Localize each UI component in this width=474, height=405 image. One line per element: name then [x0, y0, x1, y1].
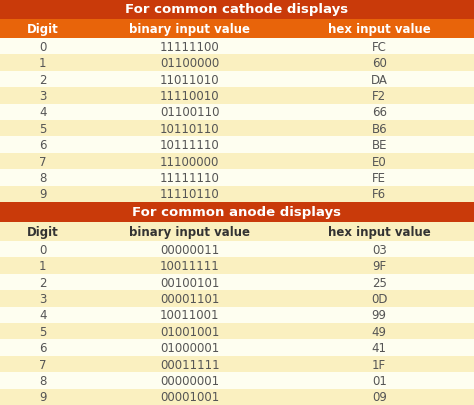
Text: 25: 25 — [372, 276, 387, 289]
Text: 01001001: 01001001 — [160, 325, 219, 338]
Text: 0D: 0D — [371, 292, 387, 305]
Bar — [0, 121, 474, 137]
Text: B6: B6 — [372, 122, 387, 135]
Bar — [0, 323, 474, 339]
Text: 49: 49 — [372, 325, 387, 338]
Text: F2: F2 — [372, 90, 386, 102]
Bar — [0, 88, 474, 104]
Text: 11100000: 11100000 — [160, 155, 219, 168]
Text: 10011001: 10011001 — [160, 309, 219, 322]
Text: 41: 41 — [372, 341, 387, 354]
Text: 00001001: 00001001 — [160, 390, 219, 403]
Bar — [0, 389, 474, 405]
Text: 66: 66 — [372, 106, 387, 119]
Text: 9: 9 — [39, 188, 46, 201]
Text: 6: 6 — [39, 341, 46, 354]
Bar — [0, 170, 474, 186]
Text: For common anode displays: For common anode displays — [133, 206, 341, 219]
Text: 5: 5 — [39, 122, 46, 135]
Text: 10110110: 10110110 — [160, 122, 219, 135]
Text: hex input value: hex input value — [328, 23, 430, 36]
Text: FC: FC — [372, 40, 387, 53]
Bar — [0, 55, 474, 72]
Text: 01000001: 01000001 — [160, 341, 219, 354]
Text: 3: 3 — [39, 292, 46, 305]
Text: For common cathode displays: For common cathode displays — [126, 3, 348, 16]
Bar — [0, 0, 474, 19]
Bar — [0, 372, 474, 389]
Text: 10111110: 10111110 — [160, 139, 219, 152]
Text: 1: 1 — [39, 57, 46, 70]
Text: 01: 01 — [372, 374, 387, 387]
Text: 99: 99 — [372, 309, 387, 322]
Text: hex input value: hex input value — [328, 225, 430, 238]
Bar — [0, 137, 474, 153]
Bar — [0, 339, 474, 356]
Text: F6: F6 — [372, 188, 386, 201]
Text: 10011111: 10011111 — [160, 260, 219, 273]
Bar — [0, 222, 474, 241]
Text: 00100101: 00100101 — [160, 276, 219, 289]
Text: 00001101: 00001101 — [160, 292, 219, 305]
Text: 11110010: 11110010 — [160, 90, 219, 102]
Bar — [0, 39, 474, 55]
Text: 60: 60 — [372, 57, 387, 70]
Text: 11110110: 11110110 — [160, 188, 219, 201]
Text: 6: 6 — [39, 139, 46, 152]
Text: 2: 2 — [39, 73, 46, 86]
Text: E0: E0 — [372, 155, 387, 168]
Text: 01100000: 01100000 — [160, 57, 219, 70]
Text: 7: 7 — [39, 358, 46, 371]
Text: Digit: Digit — [27, 225, 58, 238]
Bar — [0, 274, 474, 290]
Text: 00000011: 00000011 — [160, 243, 219, 256]
Text: 0: 0 — [39, 243, 46, 256]
Text: 00000001: 00000001 — [160, 374, 219, 387]
Text: 8: 8 — [39, 374, 46, 387]
Bar — [0, 186, 474, 202]
Text: BE: BE — [372, 139, 387, 152]
Text: 5: 5 — [39, 325, 46, 338]
Text: 11111100: 11111100 — [160, 40, 219, 53]
Text: 7: 7 — [39, 155, 46, 168]
Bar — [0, 241, 474, 258]
Text: 0: 0 — [39, 40, 46, 53]
Text: 8: 8 — [39, 171, 46, 184]
Text: Digit: Digit — [27, 23, 58, 36]
Bar — [0, 356, 474, 372]
Text: 9: 9 — [39, 390, 46, 403]
Text: 03: 03 — [372, 243, 387, 256]
Bar — [0, 307, 474, 323]
Bar — [0, 258, 474, 274]
Text: 4: 4 — [39, 309, 46, 322]
Bar — [0, 19, 474, 39]
Text: binary input value: binary input value — [129, 23, 250, 36]
Text: 2: 2 — [39, 276, 46, 289]
Text: DA: DA — [371, 73, 388, 86]
Text: 1: 1 — [39, 260, 46, 273]
Bar — [0, 202, 474, 222]
Text: 4: 4 — [39, 106, 46, 119]
Text: 09: 09 — [372, 390, 387, 403]
Text: 3: 3 — [39, 90, 46, 102]
Bar — [0, 72, 474, 88]
Text: binary input value: binary input value — [129, 225, 250, 238]
Text: 11011010: 11011010 — [160, 73, 219, 86]
Bar — [0, 153, 474, 170]
Bar — [0, 104, 474, 121]
Text: 9F: 9F — [372, 260, 386, 273]
Text: 11111110: 11111110 — [160, 171, 219, 184]
Bar — [0, 290, 474, 307]
Text: 01100110: 01100110 — [160, 106, 219, 119]
Text: 1F: 1F — [372, 358, 386, 371]
Text: FE: FE — [372, 171, 386, 184]
Text: 00011111: 00011111 — [160, 358, 219, 371]
